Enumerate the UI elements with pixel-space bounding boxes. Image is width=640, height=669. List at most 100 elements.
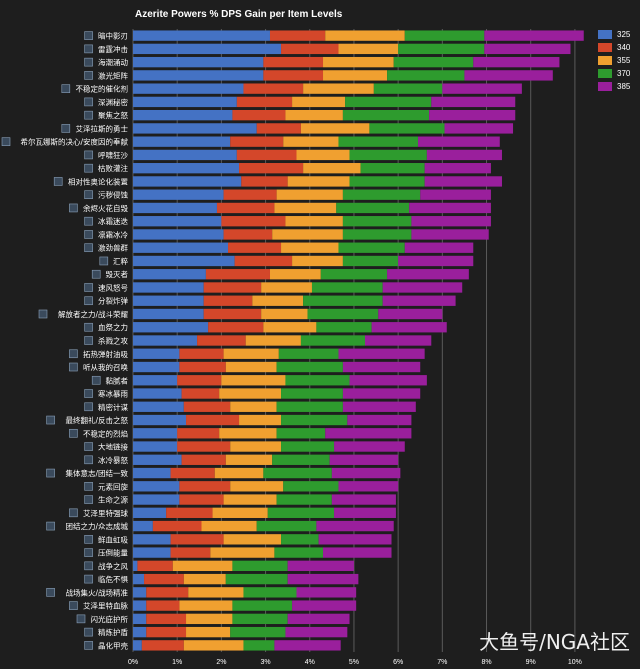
category-label: 海潮涌动 bbox=[98, 57, 128, 67]
category-label: 暗中影刃 bbox=[98, 31, 128, 41]
bar-segment-385 bbox=[484, 30, 584, 41]
category-label: 大地链接 bbox=[98, 442, 128, 452]
category-label: 深渊秘密 bbox=[98, 97, 128, 107]
category-label: 拓热弹射油吸 bbox=[83, 349, 128, 359]
bar-segment-385 bbox=[318, 534, 392, 545]
bar-segment-325 bbox=[133, 136, 231, 147]
bar-segment-370 bbox=[338, 136, 419, 147]
bar-segment-355 bbox=[223, 348, 279, 359]
legend-label: 340 bbox=[617, 43, 631, 52]
bar-segment-370 bbox=[232, 613, 288, 625]
bar-segment-370 bbox=[307, 308, 379, 320]
bar-segment-340 bbox=[223, 189, 277, 200]
power-icon bbox=[1, 137, 11, 146]
bar-segment-385 bbox=[316, 520, 394, 532]
bar-segment-355 bbox=[230, 441, 282, 452]
bar-segment-355 bbox=[303, 163, 361, 174]
bar-segment-340 bbox=[177, 375, 222, 386]
bar-segment-370 bbox=[342, 109, 430, 121]
bar-segment-385 bbox=[274, 640, 341, 651]
bar-segment-325 bbox=[133, 494, 180, 505]
bar-segment-370 bbox=[303, 295, 383, 306]
bar-segment-370 bbox=[225, 573, 288, 585]
bar-segment-370 bbox=[276, 361, 343, 373]
bar-segment-340 bbox=[179, 494, 224, 505]
bar-segment-355 bbox=[183, 573, 226, 585]
bar-segment-385 bbox=[484, 43, 571, 55]
power-icon bbox=[84, 336, 93, 345]
legend-swatch bbox=[598, 56, 612, 65]
bar-segment-340 bbox=[186, 414, 240, 426]
category-label: 希尔瓦娜斯的决心/安度因的奉献 bbox=[20, 137, 128, 147]
category-label: 速风怒号 bbox=[98, 282, 128, 292]
bar-segment-340 bbox=[203, 282, 262, 293]
power-icon bbox=[61, 124, 71, 133]
bar-segment-355 bbox=[283, 136, 339, 147]
bar-segment-340 bbox=[205, 269, 270, 280]
bar-segment-385 bbox=[444, 123, 514, 134]
bar-segment-370 bbox=[342, 216, 412, 227]
bar-segment-325 bbox=[133, 361, 180, 373]
bar-segment-370 bbox=[272, 454, 330, 465]
legend-label: 385 bbox=[617, 82, 631, 91]
bar-segment-325 bbox=[133, 295, 204, 306]
bar-segment-340 bbox=[203, 295, 253, 306]
bar-segment-325 bbox=[133, 388, 182, 399]
bar-segment-370 bbox=[342, 189, 421, 200]
power-icon bbox=[69, 203, 78, 213]
power-icon bbox=[76, 614, 86, 624]
bar-segment-355 bbox=[225, 361, 277, 373]
power-icon bbox=[84, 402, 93, 412]
category-label: 呼啸狂沙 bbox=[98, 150, 128, 160]
power-icon bbox=[84, 283, 93, 292]
bar-segment-340 bbox=[152, 520, 202, 532]
bar-segment-355 bbox=[300, 123, 370, 134]
bar-segment-355 bbox=[219, 388, 282, 399]
bar-segment-355 bbox=[272, 229, 343, 240]
bar-segment-355 bbox=[323, 70, 388, 81]
bar-segment-325 bbox=[133, 255, 235, 267]
bar-segment-385 bbox=[411, 229, 489, 240]
bar-segment-385 bbox=[424, 176, 502, 187]
bar-segment-355 bbox=[186, 626, 231, 638]
category-label: 杀戮之攻 bbox=[98, 336, 128, 346]
bar-segment-325 bbox=[133, 229, 224, 240]
bar-segment-385 bbox=[347, 414, 412, 426]
bar-segment-385 bbox=[464, 70, 553, 81]
power-icon bbox=[69, 601, 78, 610]
power-icon bbox=[69, 428, 78, 438]
bar-segment-355 bbox=[292, 96, 346, 108]
power-icon bbox=[84, 548, 93, 557]
bar-segment-370 bbox=[336, 202, 410, 214]
bar-segment-325 bbox=[133, 70, 264, 81]
power-icon bbox=[69, 362, 78, 372]
power-icon bbox=[84, 243, 93, 253]
category-label: 汇粹 bbox=[113, 256, 128, 266]
category-label: 解放者之力/战斗荣耀 bbox=[58, 309, 129, 319]
category-label: 集体意志/团结一致 bbox=[65, 468, 128, 478]
bar-segment-340 bbox=[236, 96, 293, 108]
bar-segment-340 bbox=[137, 560, 173, 572]
category-label: 元素回旋 bbox=[98, 481, 128, 491]
category-label: 聚焦之怒 bbox=[98, 110, 128, 120]
category-label: 激劲兽群 bbox=[98, 243, 128, 253]
bar-segment-325 bbox=[133, 322, 209, 333]
bar-segment-325 bbox=[133, 308, 204, 320]
legend-swatch bbox=[598, 30, 612, 39]
bar-segment-355 bbox=[230, 481, 284, 492]
bar-segment-385 bbox=[431, 96, 516, 108]
bar-segment-385 bbox=[338, 481, 399, 492]
bar-segment-385 bbox=[342, 401, 416, 412]
bar-segment-370 bbox=[256, 520, 317, 532]
bar-segment-340 bbox=[241, 176, 288, 187]
legend-swatch bbox=[598, 43, 612, 52]
bar-segment-385 bbox=[382, 282, 463, 293]
bar-segment-340 bbox=[179, 361, 226, 373]
power-icon bbox=[46, 415, 55, 425]
bar-segment-325 bbox=[133, 30, 270, 41]
bar-segment-355 bbox=[183, 640, 244, 651]
power-icon bbox=[46, 468, 55, 478]
bar-segment-325 bbox=[133, 613, 147, 625]
bar-segment-340 bbox=[170, 534, 224, 545]
legend-item-340: 340 bbox=[598, 41, 630, 54]
